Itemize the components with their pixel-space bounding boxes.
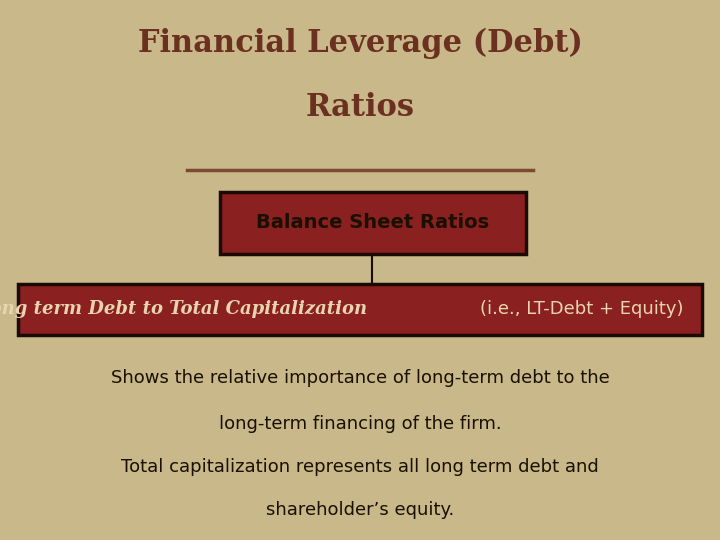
Text: (i.e., LT-Debt + Equity): (i.e., LT-Debt + Equity)	[480, 300, 684, 318]
Text: Financial Leverage (Debt): Financial Leverage (Debt)	[138, 28, 582, 59]
Text: Shows the relative importance of long-term debt to the: Shows the relative importance of long-te…	[111, 369, 609, 387]
Text: shareholder’s equity.: shareholder’s equity.	[266, 501, 454, 519]
Text: long-term financing of the firm.: long-term financing of the firm.	[219, 415, 501, 433]
Text: Ratios: Ratios	[305, 92, 415, 124]
FancyBboxPatch shape	[220, 192, 526, 254]
FancyBboxPatch shape	[18, 284, 702, 335]
Text: Balance Sheet Ratios: Balance Sheet Ratios	[256, 213, 489, 232]
Text: Long term Debt to Total Capitalization: Long term Debt to Total Capitalization	[0, 300, 367, 318]
Text: Total capitalization represents all long term debt and: Total capitalization represents all long…	[121, 458, 599, 476]
